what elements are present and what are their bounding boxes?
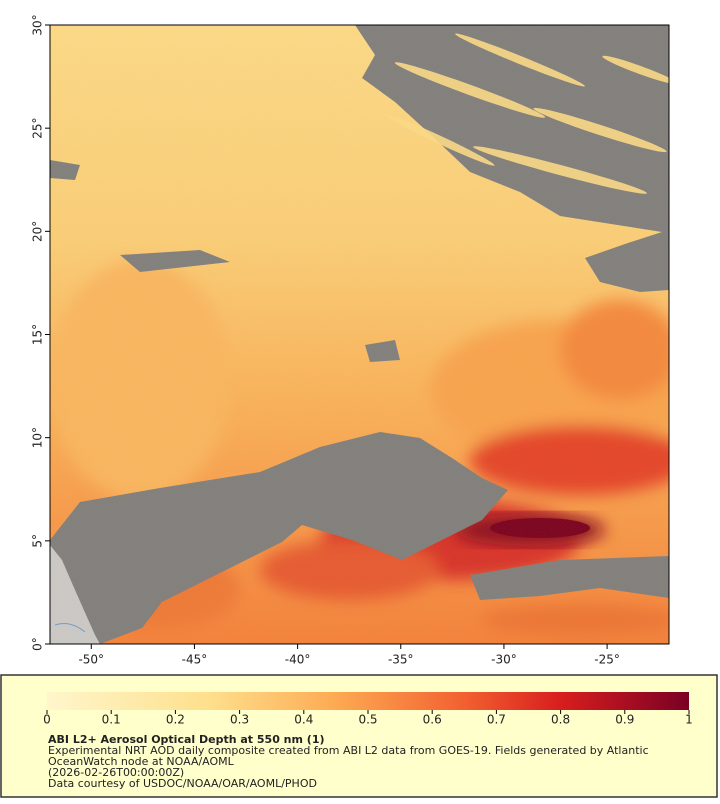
y-tick-label: 20° xyxy=(31,221,45,242)
colorbar xyxy=(47,692,689,710)
colorbar-tick-label: 0.8 xyxy=(551,713,570,727)
y-tick-label: 25° xyxy=(31,118,45,139)
x-tick-label: -40° xyxy=(285,653,311,667)
colorbar-tick-label: 0.7 xyxy=(487,713,506,727)
colorbar-tick-label: 0.9 xyxy=(615,713,634,727)
x-tick-label: -25° xyxy=(594,653,620,667)
caption-line: (2026-02-26T00:00:00Z) xyxy=(48,766,184,779)
caption-line: Data courtesy of USDOC/NOAA/OAR/AOML/PHO… xyxy=(48,777,317,790)
colorbar-tick-label: 0.3 xyxy=(230,713,249,727)
map-image xyxy=(50,25,669,644)
caption-title: ABI L2+ Aerosol Optical Depth at 550 nm … xyxy=(48,733,325,746)
colorbar-tick-label: 0.2 xyxy=(166,713,185,727)
x-tick-label: -30° xyxy=(491,653,517,667)
colorbar-tick-label: 1 xyxy=(685,713,693,727)
y-tick-label: 15° xyxy=(31,324,45,345)
caption-line: Experimental NRT AOD daily composite cre… xyxy=(48,744,649,757)
caption-line: OceanWatch node at NOAA/AOML xyxy=(48,755,235,768)
colorbar-tick-label: 0.6 xyxy=(423,713,442,727)
x-tick-label: -45° xyxy=(182,653,208,667)
colorbar-tick-label: 0.5 xyxy=(358,713,377,727)
colorbar-tick-label: 0.1 xyxy=(102,713,121,727)
x-tick-label: -50° xyxy=(78,653,104,667)
y-tick-label: 5° xyxy=(31,534,45,548)
x-tick-label: -35° xyxy=(388,653,414,667)
y-tick-label: 10° xyxy=(31,427,45,448)
colorbar-tick-label: 0 xyxy=(43,713,51,727)
y-tick-label: 30° xyxy=(31,14,45,35)
colorbar-tick-label: 0.4 xyxy=(294,713,313,727)
y-tick-label: 0° xyxy=(31,637,45,651)
